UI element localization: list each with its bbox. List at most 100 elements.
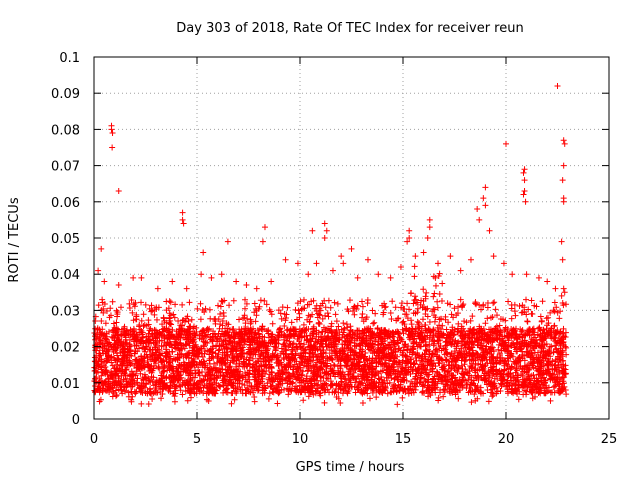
data-point [266,390,273,397]
data-point [363,325,370,332]
data-point [307,332,314,339]
data-point [335,395,342,402]
data-point [306,338,313,345]
data-point [296,382,303,389]
data-point [449,340,456,347]
data-point [257,351,264,358]
data-point [337,399,344,406]
data-point [471,391,478,398]
data-point [520,391,527,398]
data-point [284,304,291,311]
data-point [229,345,236,352]
data-point [418,379,425,386]
data-point [435,394,442,401]
data-point [439,280,446,287]
data-point [531,393,538,400]
data-point [453,312,460,319]
data-point [192,343,199,350]
data-point [501,366,508,373]
data-point [497,315,504,322]
data-point [265,328,272,335]
data-point [392,304,399,311]
data-point [219,298,226,305]
data-point [251,309,258,316]
data-point [202,305,209,312]
data-point [99,296,106,303]
data-cloud [91,263,570,408]
data-point [502,324,509,331]
data-point [409,333,416,340]
data-point [236,316,243,323]
data-point [384,390,391,397]
data-point [113,307,120,314]
data-point [448,311,455,318]
data-point [199,369,206,376]
data-point [324,310,331,317]
data-point [123,366,130,373]
data-point [141,348,148,355]
data-point [315,381,322,388]
data-point [300,296,307,303]
data-point [394,401,401,408]
data-point [303,373,310,380]
data-point [319,344,326,351]
data-point [402,389,409,396]
data-point [317,347,324,354]
data-point [301,362,308,369]
data-point [408,290,415,297]
data-point [151,306,158,313]
data-point [426,335,433,342]
data-point [263,367,270,374]
data-point [435,397,442,404]
data-point [109,327,116,334]
data-point [227,359,234,366]
data-point [441,386,448,393]
data-point [492,306,499,313]
data-point [92,318,99,325]
data-point [465,389,472,396]
data-point [275,307,282,314]
data-point [336,337,343,344]
data-point [184,397,191,404]
data-point [140,311,147,318]
data-point [378,374,385,381]
data-point [246,348,253,355]
data-point [269,320,276,327]
data-point [261,297,268,304]
data-point [155,364,162,371]
data-point [138,400,145,407]
data-point [512,312,519,319]
data-point [411,273,418,280]
data-point [454,368,461,375]
data-point [508,305,515,312]
data-point [288,319,295,326]
data-point [237,386,244,393]
data-point [162,353,169,360]
data-point [508,315,515,322]
data-point [434,298,441,305]
data-point [389,298,396,305]
data-point [171,398,178,405]
data-point [236,326,243,333]
data-point [359,314,366,321]
data-point [102,320,109,327]
data-point [186,299,193,306]
data-point [474,395,481,402]
data-point [469,350,476,357]
data-point [199,378,206,385]
data-point [118,326,125,333]
data-point [201,382,208,389]
data-point [160,356,167,363]
data-point [434,304,441,311]
data-point [475,360,482,367]
data-point [195,364,202,371]
data-point [479,362,486,369]
data-point [138,358,145,365]
grid [94,57,609,419]
data-point [472,300,479,307]
data-point [423,347,430,354]
data-point [337,385,344,392]
data-point [334,300,341,307]
data-point [451,305,458,312]
data-point [440,386,447,393]
